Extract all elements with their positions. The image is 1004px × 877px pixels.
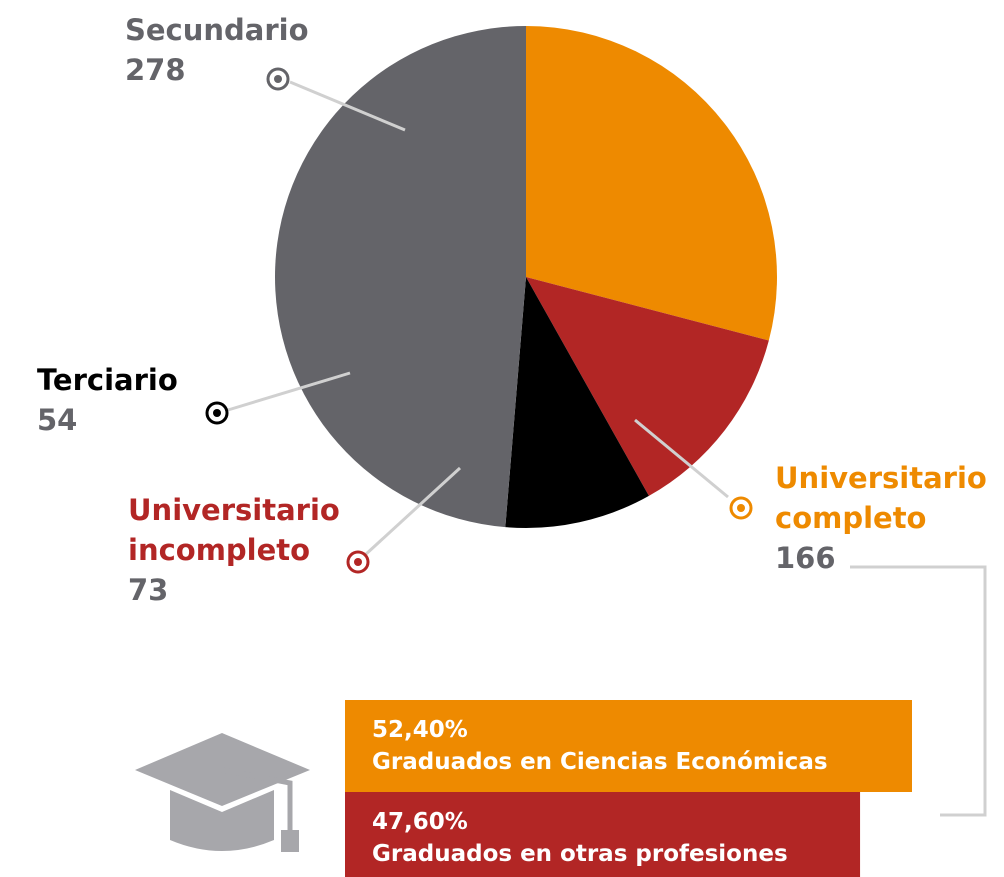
- pie-slice: [526, 277, 769, 496]
- pie-slice: [275, 26, 526, 528]
- category-label: Universitario incompleto: [128, 493, 340, 567]
- marker: [274, 75, 282, 83]
- marker: [354, 558, 362, 566]
- connector: [850, 565, 987, 817]
- tassel-end: [281, 830, 299, 852]
- leaders: [227, 80, 987, 817]
- bar: [345, 792, 861, 877]
- label-incompleto: Universitario incompleto 73: [128, 490, 358, 610]
- marker: [213, 409, 221, 417]
- label-secundario: Secundario 278: [125, 10, 309, 90]
- value-label: 278: [125, 53, 186, 87]
- label-terciario: Terciario 54: [37, 360, 178, 440]
- value-label: 54: [37, 403, 78, 437]
- value-label: 166: [775, 541, 836, 575]
- value-label: 47,60%: [372, 809, 468, 835]
- leader-line: [634, 418, 729, 499]
- bar-text: 52,40% Graduados en Ciencias Económicas: [372, 714, 828, 778]
- category-label: Graduados en otras profesiones: [372, 841, 788, 867]
- leader-line: [227, 371, 351, 412]
- category-label: Terciario: [37, 363, 178, 397]
- category-label: Graduados en Ciencias Económicas: [372, 749, 828, 775]
- pie: [275, 26, 777, 528]
- bars: [345, 700, 912, 877]
- pie-slice: [505, 277, 649, 528]
- markers: [205, 67, 753, 574]
- tassel: [221, 767, 293, 840]
- leader-line: [363, 466, 462, 557]
- bar-text: 47,60% Graduados en otras profesiones: [372, 806, 788, 870]
- category-label: Universitario completo: [775, 461, 987, 535]
- graduation-cap: [135, 733, 310, 852]
- bar: [345, 700, 912, 792]
- label-completo: Universitario completo 166: [775, 458, 1000, 578]
- marker: [737, 504, 745, 512]
- leader-line: [289, 80, 406, 132]
- pie-slice: [526, 26, 777, 341]
- cap-base: [170, 790, 274, 851]
- value-label: 73: [128, 573, 169, 607]
- value-label: 52,40%: [372, 717, 468, 743]
- category-label: Secundario: [125, 13, 309, 47]
